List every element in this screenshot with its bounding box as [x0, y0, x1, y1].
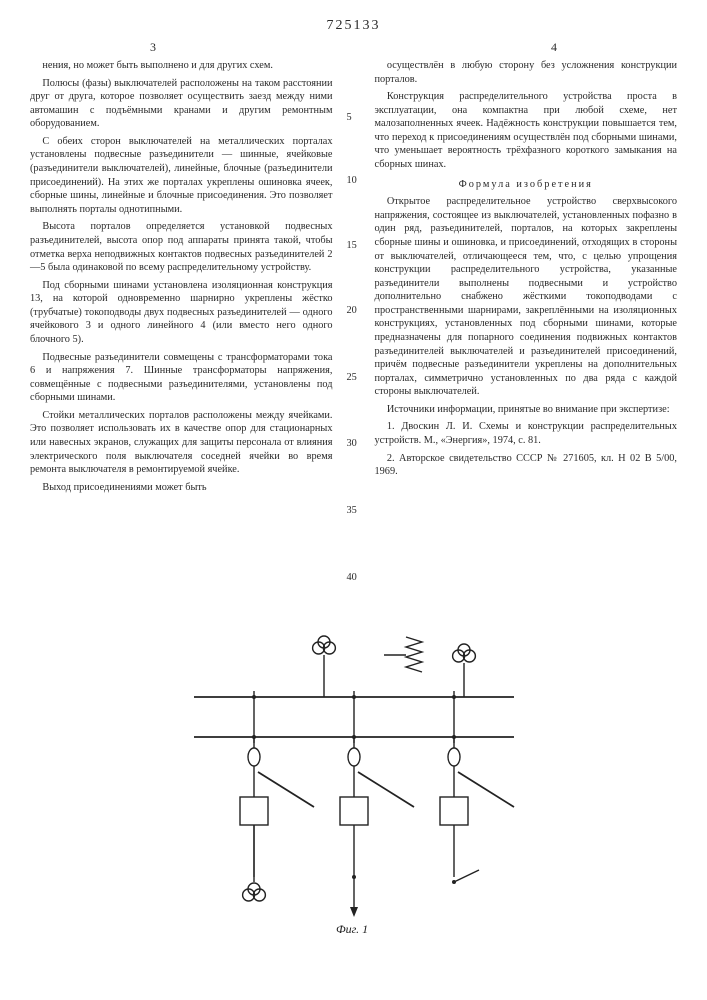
- page-num-right: 4: [551, 40, 557, 55]
- para: Полюсы (фазы) выключателей расположены н…: [30, 77, 333, 131]
- line-number: 10: [347, 174, 357, 188]
- line-number: 5: [347, 111, 352, 125]
- formula-heading: Формула изобретения: [375, 178, 678, 192]
- line-number: 35: [347, 504, 357, 518]
- para: осуществлён в любую сторону без усложнен…: [375, 59, 678, 86]
- para: Стойки металлических порталов расположен…: [30, 409, 333, 477]
- para: С обеих сторон выключателей на металличе…: [30, 135, 333, 216]
- para: Конструкция распределительного устройств…: [375, 90, 678, 171]
- figure-1: Фиг. 1: [30, 607, 677, 937]
- para: Открытое распределительное устройство св…: [375, 195, 678, 399]
- line-number: 25: [347, 371, 357, 385]
- svg-text:Фиг. 1: Фиг. 1: [336, 922, 368, 936]
- para: Высота порталов определяется установкой …: [30, 220, 333, 274]
- source-ref: 1. Двоскин Л. И. Схемы и конструкции рас…: [375, 420, 678, 447]
- line-number: 15: [347, 239, 357, 253]
- para: нения, но может быть выполнено и для дру…: [30, 59, 333, 73]
- page-num-left: 3: [150, 40, 156, 55]
- doc-number: 725133: [30, 18, 677, 34]
- patent-page: 725133 3 4 нения, но может быть выполнен…: [0, 0, 707, 1000]
- line-number: 40: [347, 571, 357, 585]
- line-number: 30: [347, 437, 357, 451]
- line-number-gutter: 5 10 15 20 25 30 35 40: [347, 59, 361, 599]
- para: Подвесные разъединители совмещены с тран…: [30, 351, 333, 405]
- page-numbers: 3 4: [30, 40, 677, 55]
- sources-heading: Источники информации, принятые во вниман…: [375, 403, 678, 417]
- para: Под сборными шинами установлена изоляцио…: [30, 279, 333, 347]
- left-column: нения, но может быть выполнено и для дру…: [30, 59, 333, 599]
- schematic-diagram: Фиг. 1: [174, 607, 534, 937]
- line-number: 20: [347, 304, 357, 318]
- text-columns: нения, но может быть выполнено и для дру…: [30, 59, 677, 599]
- source-ref: 2. Авторское свидетельство СССР № 271605…: [375, 452, 678, 479]
- right-column: осуществлён в любую сторону без усложнен…: [375, 59, 678, 599]
- para: Выход присоединениями может быть: [30, 481, 333, 495]
